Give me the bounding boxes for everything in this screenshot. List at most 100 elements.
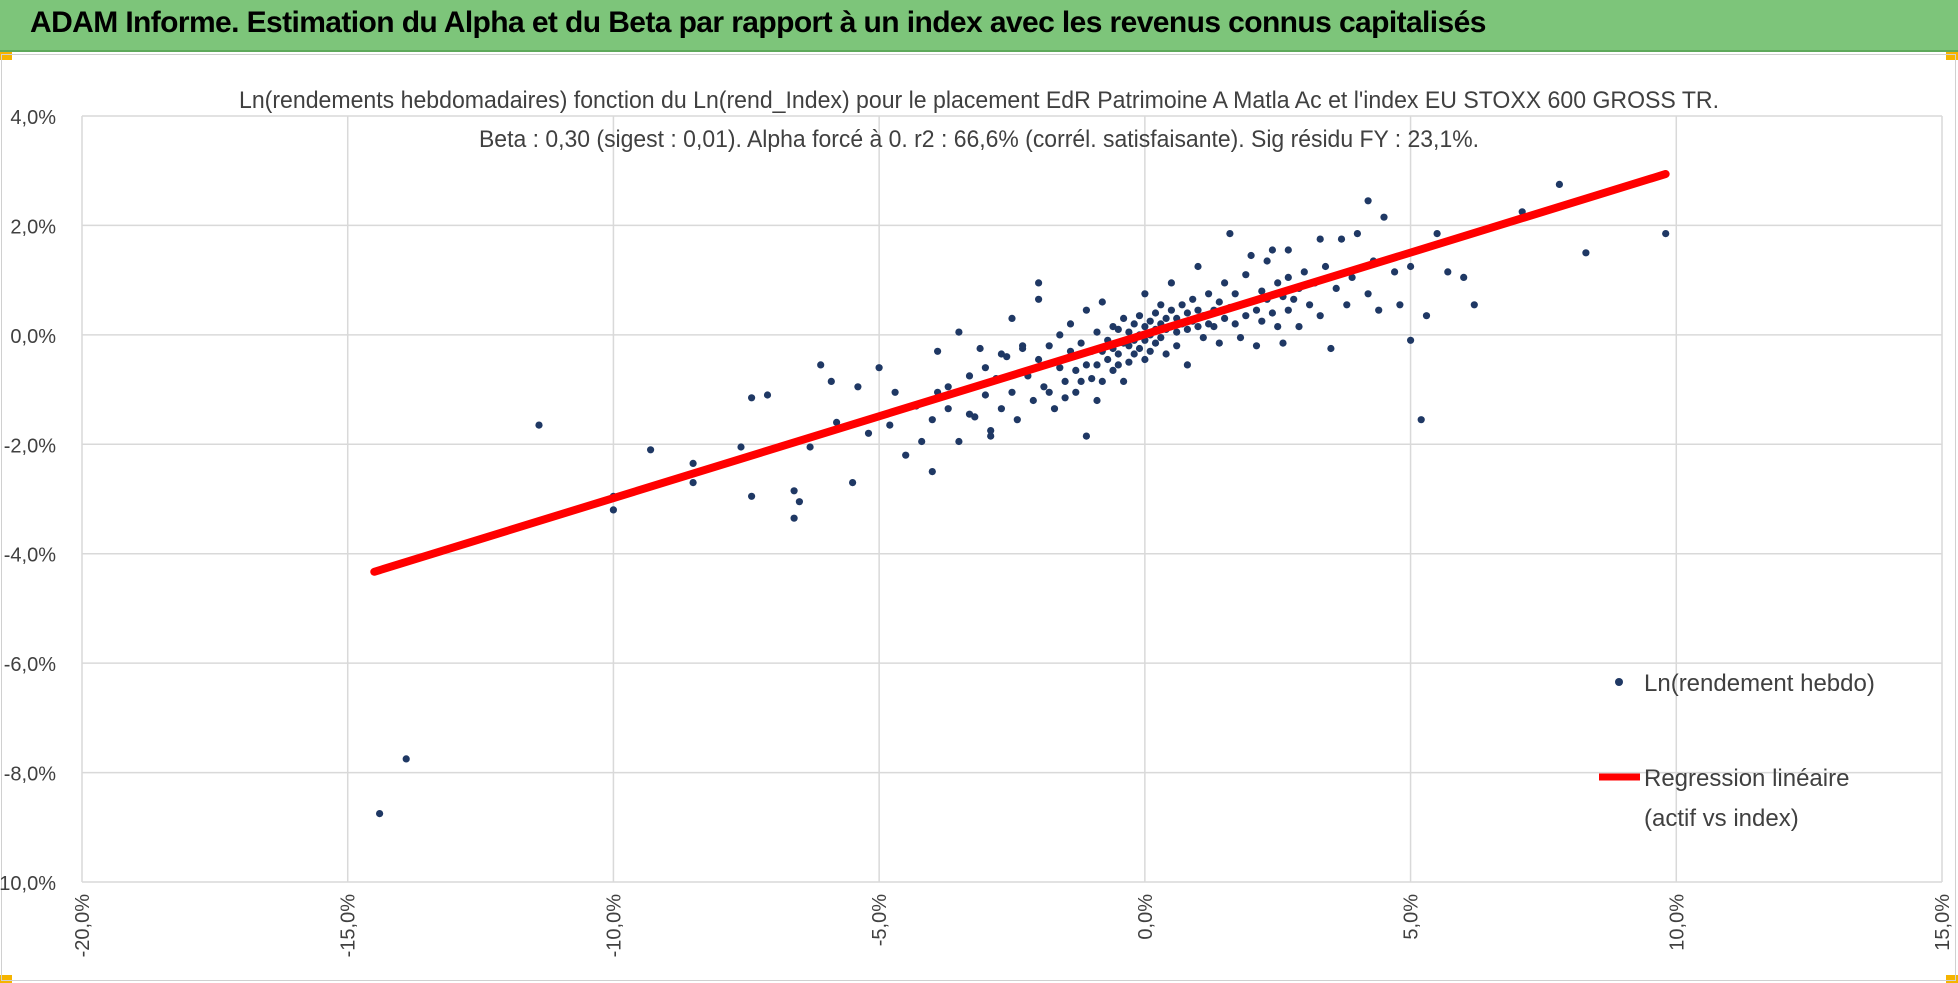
scatter-point — [1396, 301, 1404, 309]
x-tick-label: 15,0% — [1932, 894, 1954, 951]
scatter-point — [1019, 344, 1027, 353]
regression-series — [370, 169, 1670, 576]
scatter-point — [535, 421, 543, 429]
legend-line-label-line: (actif vs index) — [1644, 805, 1799, 832]
x-tick-label: 5,0% — [1401, 894, 1423, 940]
scatter-point — [955, 328, 963, 336]
scatter-point — [1130, 350, 1138, 358]
scatter-point — [1444, 268, 1452, 276]
scatter-point — [402, 755, 410, 763]
scatter-point — [1045, 388, 1053, 396]
header-bar: ADAM Informe. Estimation du Alpha et du … — [0, 0, 1958, 52]
scatter-point — [1082, 306, 1090, 314]
scatter-point — [1141, 290, 1149, 298]
chart-frame — [1, 54, 1956, 981]
scatter-point — [1061, 394, 1069, 402]
scatter-point — [1407, 262, 1415, 271]
scatter-point — [987, 432, 995, 440]
scatter-point — [1050, 405, 1059, 413]
corner-mark-top-right — [1946, 52, 1958, 60]
scatter-point — [918, 437, 926, 446]
scatter-point — [886, 421, 894, 429]
scatter-point — [1258, 287, 1266, 295]
scatter-point — [1268, 309, 1276, 317]
scatter-point — [1093, 396, 1101, 405]
scatter-point — [1268, 246, 1276, 254]
scatter-point — [1162, 314, 1170, 322]
scatter-point — [1093, 328, 1101, 336]
y-tick-label: -8,0% — [4, 764, 56, 786]
scatter-point — [1391, 268, 1399, 276]
scatter-point — [1109, 323, 1117, 331]
scatter-point — [1183, 325, 1191, 333]
scatter-point — [1125, 328, 1133, 336]
scatter-point — [1194, 262, 1202, 271]
scatter-point — [965, 372, 974, 380]
y-tick-label: 4,0% — [10, 107, 56, 129]
scatter-point — [1003, 353, 1011, 361]
scatter-point — [1327, 344, 1335, 353]
scatter-point — [1077, 377, 1085, 385]
scatter-point — [1173, 342, 1181, 350]
scatter-point — [1104, 355, 1112, 364]
scatter-point — [1364, 197, 1372, 205]
scatter-point — [1157, 334, 1165, 342]
scatter-point — [827, 377, 835, 385]
scatter-point — [1343, 301, 1351, 309]
scatter-point — [1114, 361, 1122, 369]
scatter-point — [864, 429, 873, 437]
legend-scatter-marker — [1615, 678, 1623, 686]
scatter-point — [1056, 331, 1064, 339]
scatter-point — [748, 492, 756, 500]
scatter-point — [1167, 279, 1175, 287]
scatter-point — [902, 451, 910, 459]
scatter-point — [1242, 271, 1250, 279]
scatter-point — [1274, 279, 1282, 287]
corner-mark-bottom-left — [0, 975, 12, 983]
scatter-point — [1008, 388, 1016, 396]
scatter-point — [854, 383, 862, 391]
scatter-point — [1093, 361, 1101, 369]
scatter-point — [609, 506, 618, 514]
scatter-point — [1332, 284, 1340, 292]
scatter-point — [1221, 279, 1229, 287]
scatter-point — [1151, 309, 1160, 317]
scatter-point — [833, 418, 841, 426]
legend-line-label-line: Regression linéaire — [1644, 765, 1849, 792]
scatter-point — [737, 443, 745, 451]
scatter-point — [1316, 235, 1324, 243]
scatter-point — [1125, 358, 1133, 366]
scatter-point — [891, 388, 899, 396]
y-tick-label: -10,0% — [0, 873, 56, 895]
scatter-point — [1284, 246, 1292, 254]
scatter-point — [1135, 312, 1144, 320]
scatter-point — [1029, 396, 1037, 405]
axes: 4,0% 2,0% 0,0% -2,0% -4,0% -6,0% -8,0% -10,0% -2… — [0, 107, 1954, 957]
scatter-point — [1247, 251, 1255, 260]
legend-scatter-label: Ln(rendement hebdo) — [1644, 670, 1875, 697]
regression-line — [370, 169, 1670, 576]
scatter-point — [1226, 230, 1234, 238]
legend-line-label: Regression linéaire (actif vs index) — [1644, 765, 1849, 832]
chart-title: Ln(rendements hebdomadaires) fonction du… — [239, 87, 1719, 114]
scatter-point — [1555, 180, 1563, 188]
scatter-point — [1258, 317, 1266, 325]
scatter-point — [1353, 230, 1361, 238]
scatter-point — [1199, 334, 1207, 342]
y-tick-label: -4,0% — [4, 545, 56, 567]
scatter-point — [976, 344, 984, 353]
scatter-point — [1114, 350, 1122, 358]
scatter-point — [1178, 301, 1186, 309]
scatter-point — [795, 498, 804, 506]
scatter-point — [928, 468, 936, 476]
scatter-point — [1109, 366, 1117, 374]
scatter-point — [1433, 230, 1441, 238]
scatter-point — [1364, 290, 1372, 298]
scatter-point — [1194, 306, 1202, 314]
scatter-point — [928, 416, 936, 424]
scatter-point — [1173, 328, 1181, 336]
scatter-point — [997, 350, 1006, 358]
scatter-point — [875, 364, 883, 372]
scatter-point — [849, 479, 857, 487]
x-tick-label: -5,0% — [869, 894, 891, 946]
